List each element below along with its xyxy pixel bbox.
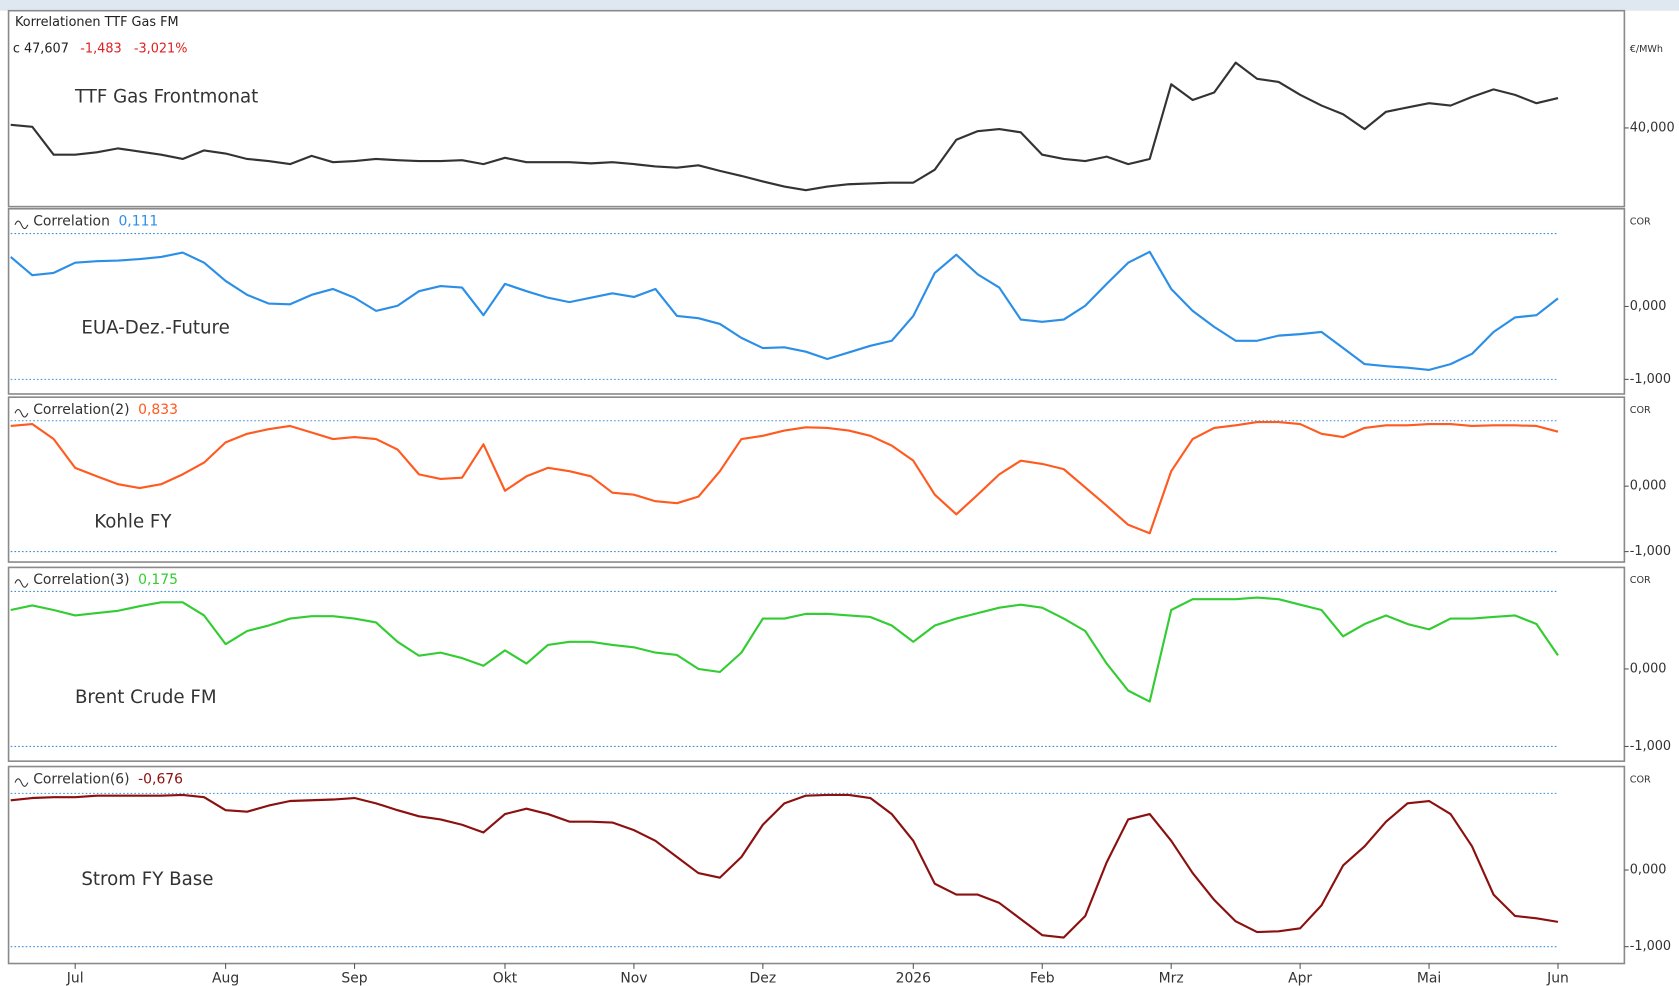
y-tick-label: 0,000 xyxy=(1630,863,1667,878)
pane-frame xyxy=(7,765,1626,965)
indicator-icon xyxy=(14,778,29,787)
indicator-icon xyxy=(14,220,29,230)
legend-name: Correlation xyxy=(33,214,110,230)
x-tick-label: Feb xyxy=(1030,971,1055,986)
legend-value: 0,175 xyxy=(138,572,178,588)
pane-label: Kohle FY xyxy=(94,511,172,532)
x-tick-label: Jun xyxy=(1546,971,1569,986)
y-tick-label: -1,000 xyxy=(1630,372,1671,387)
unit-label: COR xyxy=(1630,774,1651,785)
quote-change-pct: -3,021% xyxy=(134,42,188,57)
pane-label: Brent Crude FM xyxy=(75,687,217,708)
x-tick-label: Apr xyxy=(1288,971,1312,986)
pane-label: EUA-Dez.-Future xyxy=(81,318,229,339)
legend-value: -0,676 xyxy=(138,771,183,787)
y-tick-label: 0,000 xyxy=(1630,299,1667,314)
quote-change: -1,483 xyxy=(80,42,121,57)
pane-label: Strom FY Base xyxy=(81,869,213,890)
pane-frame xyxy=(7,207,1626,395)
x-tick-label: Jul xyxy=(66,971,84,986)
indicator-icon xyxy=(14,408,29,418)
indicator-icon xyxy=(14,579,29,588)
series-line xyxy=(10,250,1559,371)
pane-label: TTF Gas Frontmonat xyxy=(74,86,258,107)
series-line xyxy=(10,793,1559,939)
y-tick-label: -1,000 xyxy=(1630,739,1671,754)
unit-label: COR xyxy=(1630,575,1651,586)
y-tick-label: 0,000 xyxy=(1630,661,1667,676)
y-tick-label: -1,000 xyxy=(1630,544,1671,559)
y-tick-label: 40,000 xyxy=(1630,120,1675,135)
x-tick-label: Sep xyxy=(341,971,367,986)
unit-label: COR xyxy=(1630,405,1651,416)
legend-name: Correlation(2) xyxy=(33,402,129,418)
series-line xyxy=(10,420,1559,535)
pane-frame xyxy=(7,9,1626,208)
y-tick-label: -1,000 xyxy=(1630,939,1671,954)
unit-label: COR xyxy=(1630,217,1651,228)
legend-name: Correlation(6) xyxy=(33,771,129,787)
legend-value: 0,833 xyxy=(138,402,178,418)
x-tick-label: 2026 xyxy=(896,971,931,986)
quote-close: c 47,607 xyxy=(13,42,69,57)
legend-value: 0,111 xyxy=(118,214,158,230)
unit-label: €/MWh xyxy=(1630,44,1663,55)
x-tick-label: Mai xyxy=(1417,971,1441,986)
chart-title: Korrelationen TTF Gas FM xyxy=(15,15,179,30)
legend-name: Correlation(3) xyxy=(33,572,129,588)
pane-frame xyxy=(7,566,1626,762)
x-tick-label: Mrz xyxy=(1159,971,1184,986)
y-tick-label: 0,000 xyxy=(1630,479,1667,494)
series-line xyxy=(10,61,1559,192)
x-tick-label: Nov xyxy=(620,971,647,986)
chart-area xyxy=(0,10,1679,986)
pane-frame xyxy=(7,396,1626,563)
x-tick-label: Okt xyxy=(493,971,518,986)
x-tick-label: Dez xyxy=(750,971,777,986)
series-line xyxy=(10,596,1559,703)
x-tick-label: Aug xyxy=(212,971,239,986)
